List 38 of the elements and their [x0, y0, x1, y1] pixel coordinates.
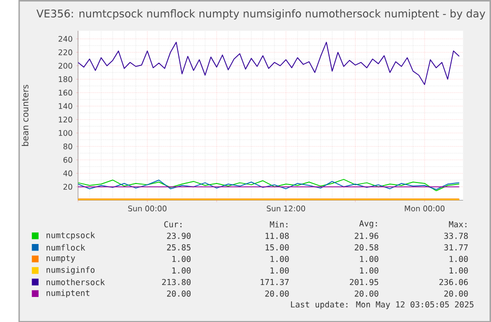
text: 20.58: [354, 244, 378, 250]
text: 1.00: [360, 256, 378, 262]
text: 33.78: [444, 232, 468, 239]
legend-label: numiptent: [46, 289, 90, 298]
text: 21.96: [354, 232, 378, 239]
text: Min:: [270, 220, 288, 228]
text: 201.95: [350, 278, 378, 285]
text: Cur:: [164, 220, 182, 228]
text: 171.37: [260, 278, 289, 285]
text: 1.00: [172, 267, 191, 274]
text: 25.85: [167, 244, 190, 250]
text: 20.00: [354, 290, 378, 296]
text: 1.00: [172, 256, 191, 262]
text: 1.00: [270, 256, 289, 262]
legend-label: numflock: [46, 244, 86, 250]
text: 1.00: [270, 267, 289, 274]
legend-label: numsiginfo: [46, 266, 95, 274]
text: 23.90: [167, 232, 191, 239]
text: Max:: [448, 221, 466, 228]
text: Avg:: [359, 220, 377, 228]
text: 1.00: [450, 256, 468, 262]
text: 20.00: [167, 290, 191, 296]
text: 20.00: [265, 290, 289, 296]
text: 11.08: [266, 232, 289, 239]
y-axis-title: bean counters: [22, 84, 28, 146]
text: 31.77: [444, 244, 468, 250]
text: Last update: Mon May 12 03:05:05 2025: [291, 300, 474, 309]
text: 15.00: [266, 244, 289, 250]
legend-label: numtcpsock: [46, 232, 95, 240]
text: 1.00: [450, 267, 468, 274]
text: 236.06: [439, 278, 468, 285]
legend-label: numothersock: [46, 278, 105, 285]
text: 20.00: [444, 290, 468, 296]
text: 213.80: [162, 278, 191, 285]
line-series: [78, 42, 460, 85]
text: 1.00: [360, 267, 378, 274]
legend-label: numpty: [46, 254, 76, 262]
chart-title: VE356: numtcpsock numflock numpty numsiginfo numothersock numiptent - by day: [36, 9, 486, 20]
